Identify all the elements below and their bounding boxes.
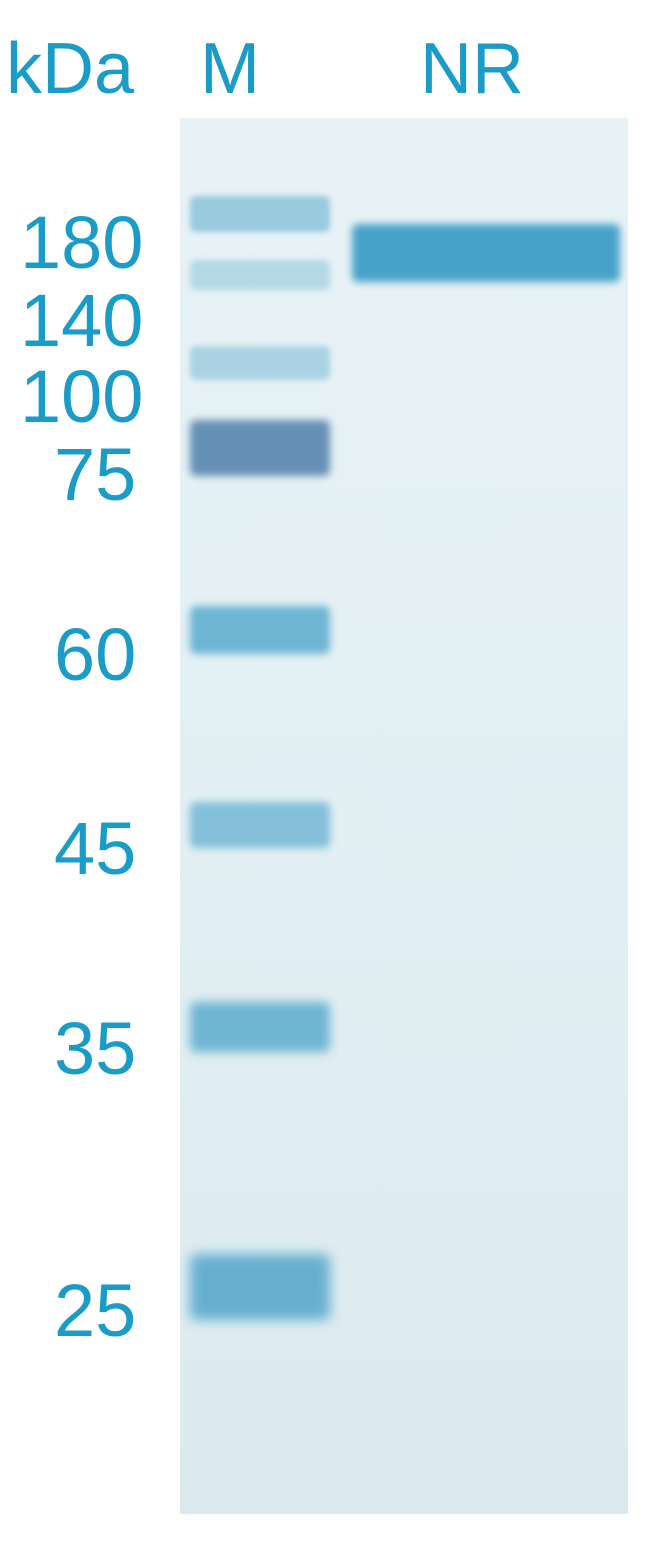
marker-band-7	[190, 1254, 330, 1320]
column-label-0: M	[200, 28, 260, 110]
mw-label-75: 75	[54, 432, 136, 517]
mw-label-35: 35	[54, 1006, 136, 1091]
mw-label-180: 180	[20, 200, 143, 285]
marker-band-4	[190, 606, 330, 654]
marker-band-0	[190, 196, 330, 232]
marker-band-1	[190, 260, 330, 290]
marker-band-2	[190, 346, 330, 380]
column-label-1: NR	[420, 28, 524, 110]
gel-figure: kDa M NR 18014010075 60 45 35 25	[0, 0, 650, 1552]
mw-label-100: 100	[20, 354, 143, 439]
labels-layer: kDa M NR 18014010075 60 45 35 25	[0, 0, 650, 1552]
sample-band-0	[352, 224, 620, 282]
mw-label-140: 140	[20, 278, 143, 363]
marker-band-3	[190, 420, 330, 476]
mw-label-60: 60	[54, 612, 136, 697]
marker-band-6	[190, 1002, 330, 1052]
mw-label-25: 25	[54, 1268, 136, 1353]
axis-unit-label: kDa	[6, 28, 134, 110]
mw-label-45: 45	[54, 806, 136, 891]
marker-band-5	[190, 802, 330, 848]
